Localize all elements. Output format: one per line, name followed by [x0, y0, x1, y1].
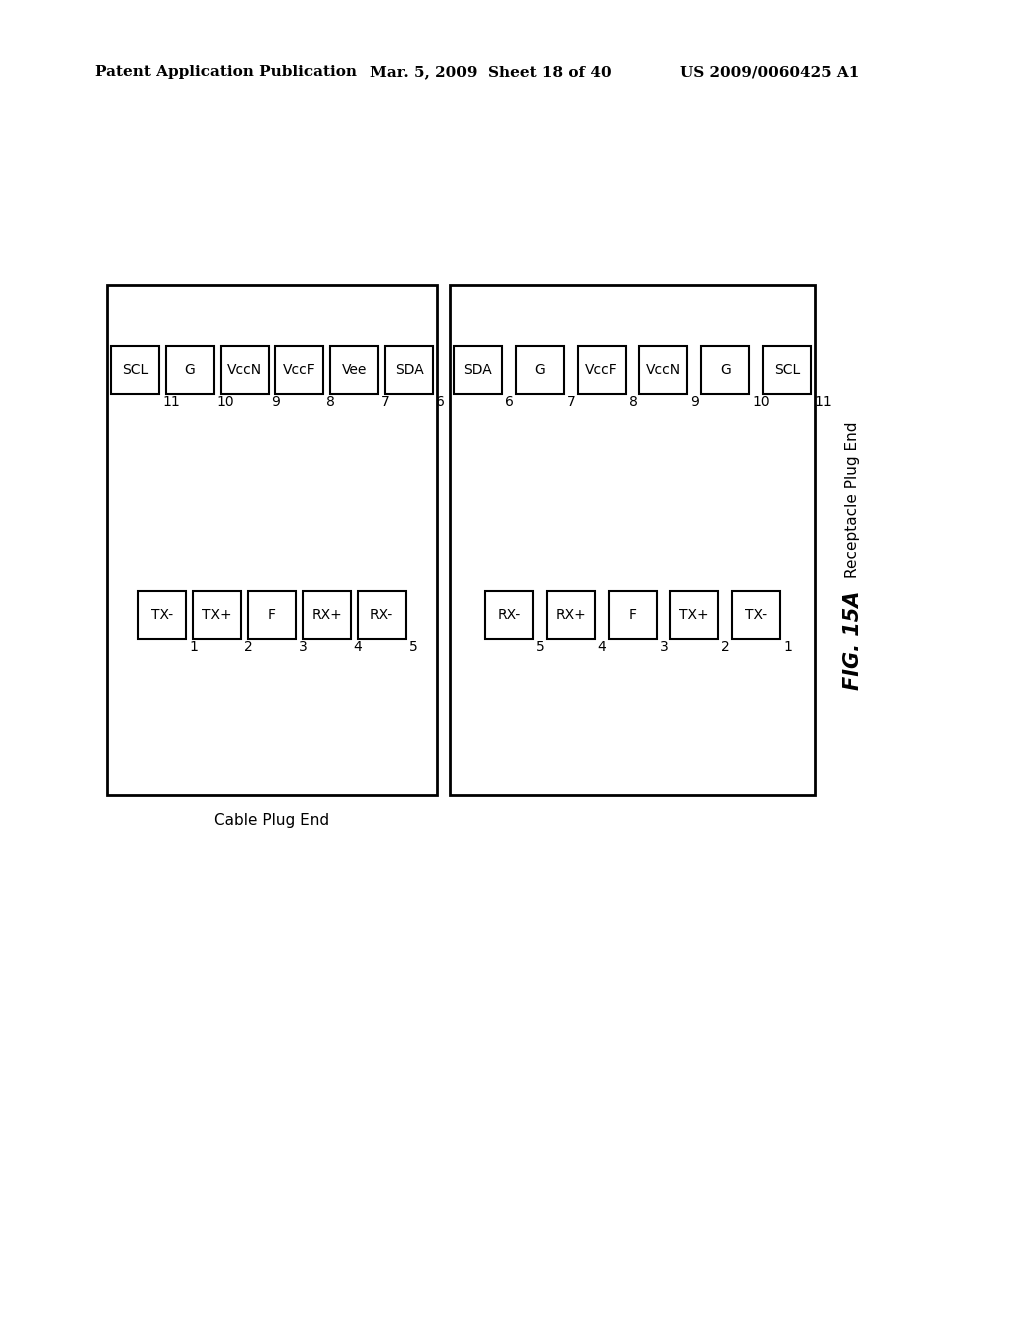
FancyBboxPatch shape — [578, 346, 626, 393]
Text: F: F — [629, 609, 637, 622]
FancyBboxPatch shape — [248, 591, 296, 639]
Text: 8: 8 — [327, 395, 335, 409]
Text: SDA: SDA — [394, 363, 423, 378]
Text: G: G — [720, 363, 730, 378]
Text: 5: 5 — [409, 640, 418, 653]
Text: 2: 2 — [244, 640, 253, 653]
Text: Patent Application Publication: Patent Application Publication — [95, 65, 357, 79]
Text: 11: 11 — [162, 395, 180, 409]
Text: 3: 3 — [299, 640, 308, 653]
Text: 2: 2 — [721, 640, 730, 653]
Text: VccN: VccN — [227, 363, 262, 378]
FancyBboxPatch shape — [671, 591, 718, 639]
Text: Mar. 5, 2009  Sheet 18 of 40: Mar. 5, 2009 Sheet 18 of 40 — [370, 65, 611, 79]
Text: Cable Plug End: Cable Plug End — [214, 813, 330, 828]
Text: 1: 1 — [783, 640, 792, 653]
Text: 10: 10 — [753, 395, 770, 409]
Text: 7: 7 — [567, 395, 575, 409]
Text: TX-: TX- — [745, 609, 767, 622]
FancyBboxPatch shape — [303, 591, 351, 639]
Text: 11: 11 — [814, 395, 831, 409]
FancyBboxPatch shape — [701, 346, 750, 393]
Text: G: G — [535, 363, 545, 378]
FancyBboxPatch shape — [194, 591, 242, 639]
Text: Vee: Vee — [342, 363, 367, 378]
Text: Receptacle Plug End: Receptacle Plug End — [846, 422, 860, 578]
FancyBboxPatch shape — [111, 346, 159, 393]
Text: RX-: RX- — [370, 609, 393, 622]
FancyBboxPatch shape — [763, 346, 811, 393]
FancyBboxPatch shape — [220, 346, 268, 393]
FancyBboxPatch shape — [732, 591, 780, 639]
Text: 7: 7 — [381, 395, 390, 409]
Text: 5: 5 — [536, 640, 545, 653]
FancyBboxPatch shape — [166, 346, 214, 393]
Text: F: F — [268, 609, 276, 622]
Text: VccF: VccF — [283, 363, 315, 378]
Text: FIG. 15A: FIG. 15A — [843, 590, 863, 689]
Text: 4: 4 — [598, 640, 606, 653]
Text: TX-: TX- — [152, 609, 173, 622]
Text: 8: 8 — [629, 395, 638, 409]
Text: RX-: RX- — [498, 609, 520, 622]
Text: 9: 9 — [690, 395, 699, 409]
Text: 3: 3 — [659, 640, 669, 653]
FancyBboxPatch shape — [454, 346, 502, 393]
Text: 10: 10 — [217, 395, 234, 409]
Text: 1: 1 — [189, 640, 199, 653]
Text: 9: 9 — [271, 395, 281, 409]
Text: TX+: TX+ — [680, 609, 709, 622]
FancyBboxPatch shape — [547, 591, 595, 639]
Text: RX+: RX+ — [311, 609, 342, 622]
FancyBboxPatch shape — [639, 346, 687, 393]
Text: US 2009/0060425 A1: US 2009/0060425 A1 — [680, 65, 859, 79]
Text: SCL: SCL — [774, 363, 800, 378]
Text: TX+: TX+ — [203, 609, 232, 622]
FancyBboxPatch shape — [385, 346, 433, 393]
Bar — [450, 285, 815, 795]
FancyBboxPatch shape — [330, 346, 378, 393]
Bar — [106, 285, 437, 795]
Text: SDA: SDA — [464, 363, 493, 378]
FancyBboxPatch shape — [516, 346, 564, 393]
Text: G: G — [184, 363, 196, 378]
FancyBboxPatch shape — [357, 591, 406, 639]
Text: VccN: VccN — [646, 363, 681, 378]
FancyBboxPatch shape — [138, 591, 186, 639]
FancyBboxPatch shape — [485, 591, 532, 639]
FancyBboxPatch shape — [275, 346, 324, 393]
Text: VccF: VccF — [586, 363, 617, 378]
Text: SCL: SCL — [122, 363, 148, 378]
FancyBboxPatch shape — [608, 591, 656, 639]
Text: 4: 4 — [354, 640, 362, 653]
Text: 6: 6 — [505, 395, 514, 409]
Text: 6: 6 — [436, 395, 444, 409]
Text: RX+: RX+ — [555, 609, 586, 622]
